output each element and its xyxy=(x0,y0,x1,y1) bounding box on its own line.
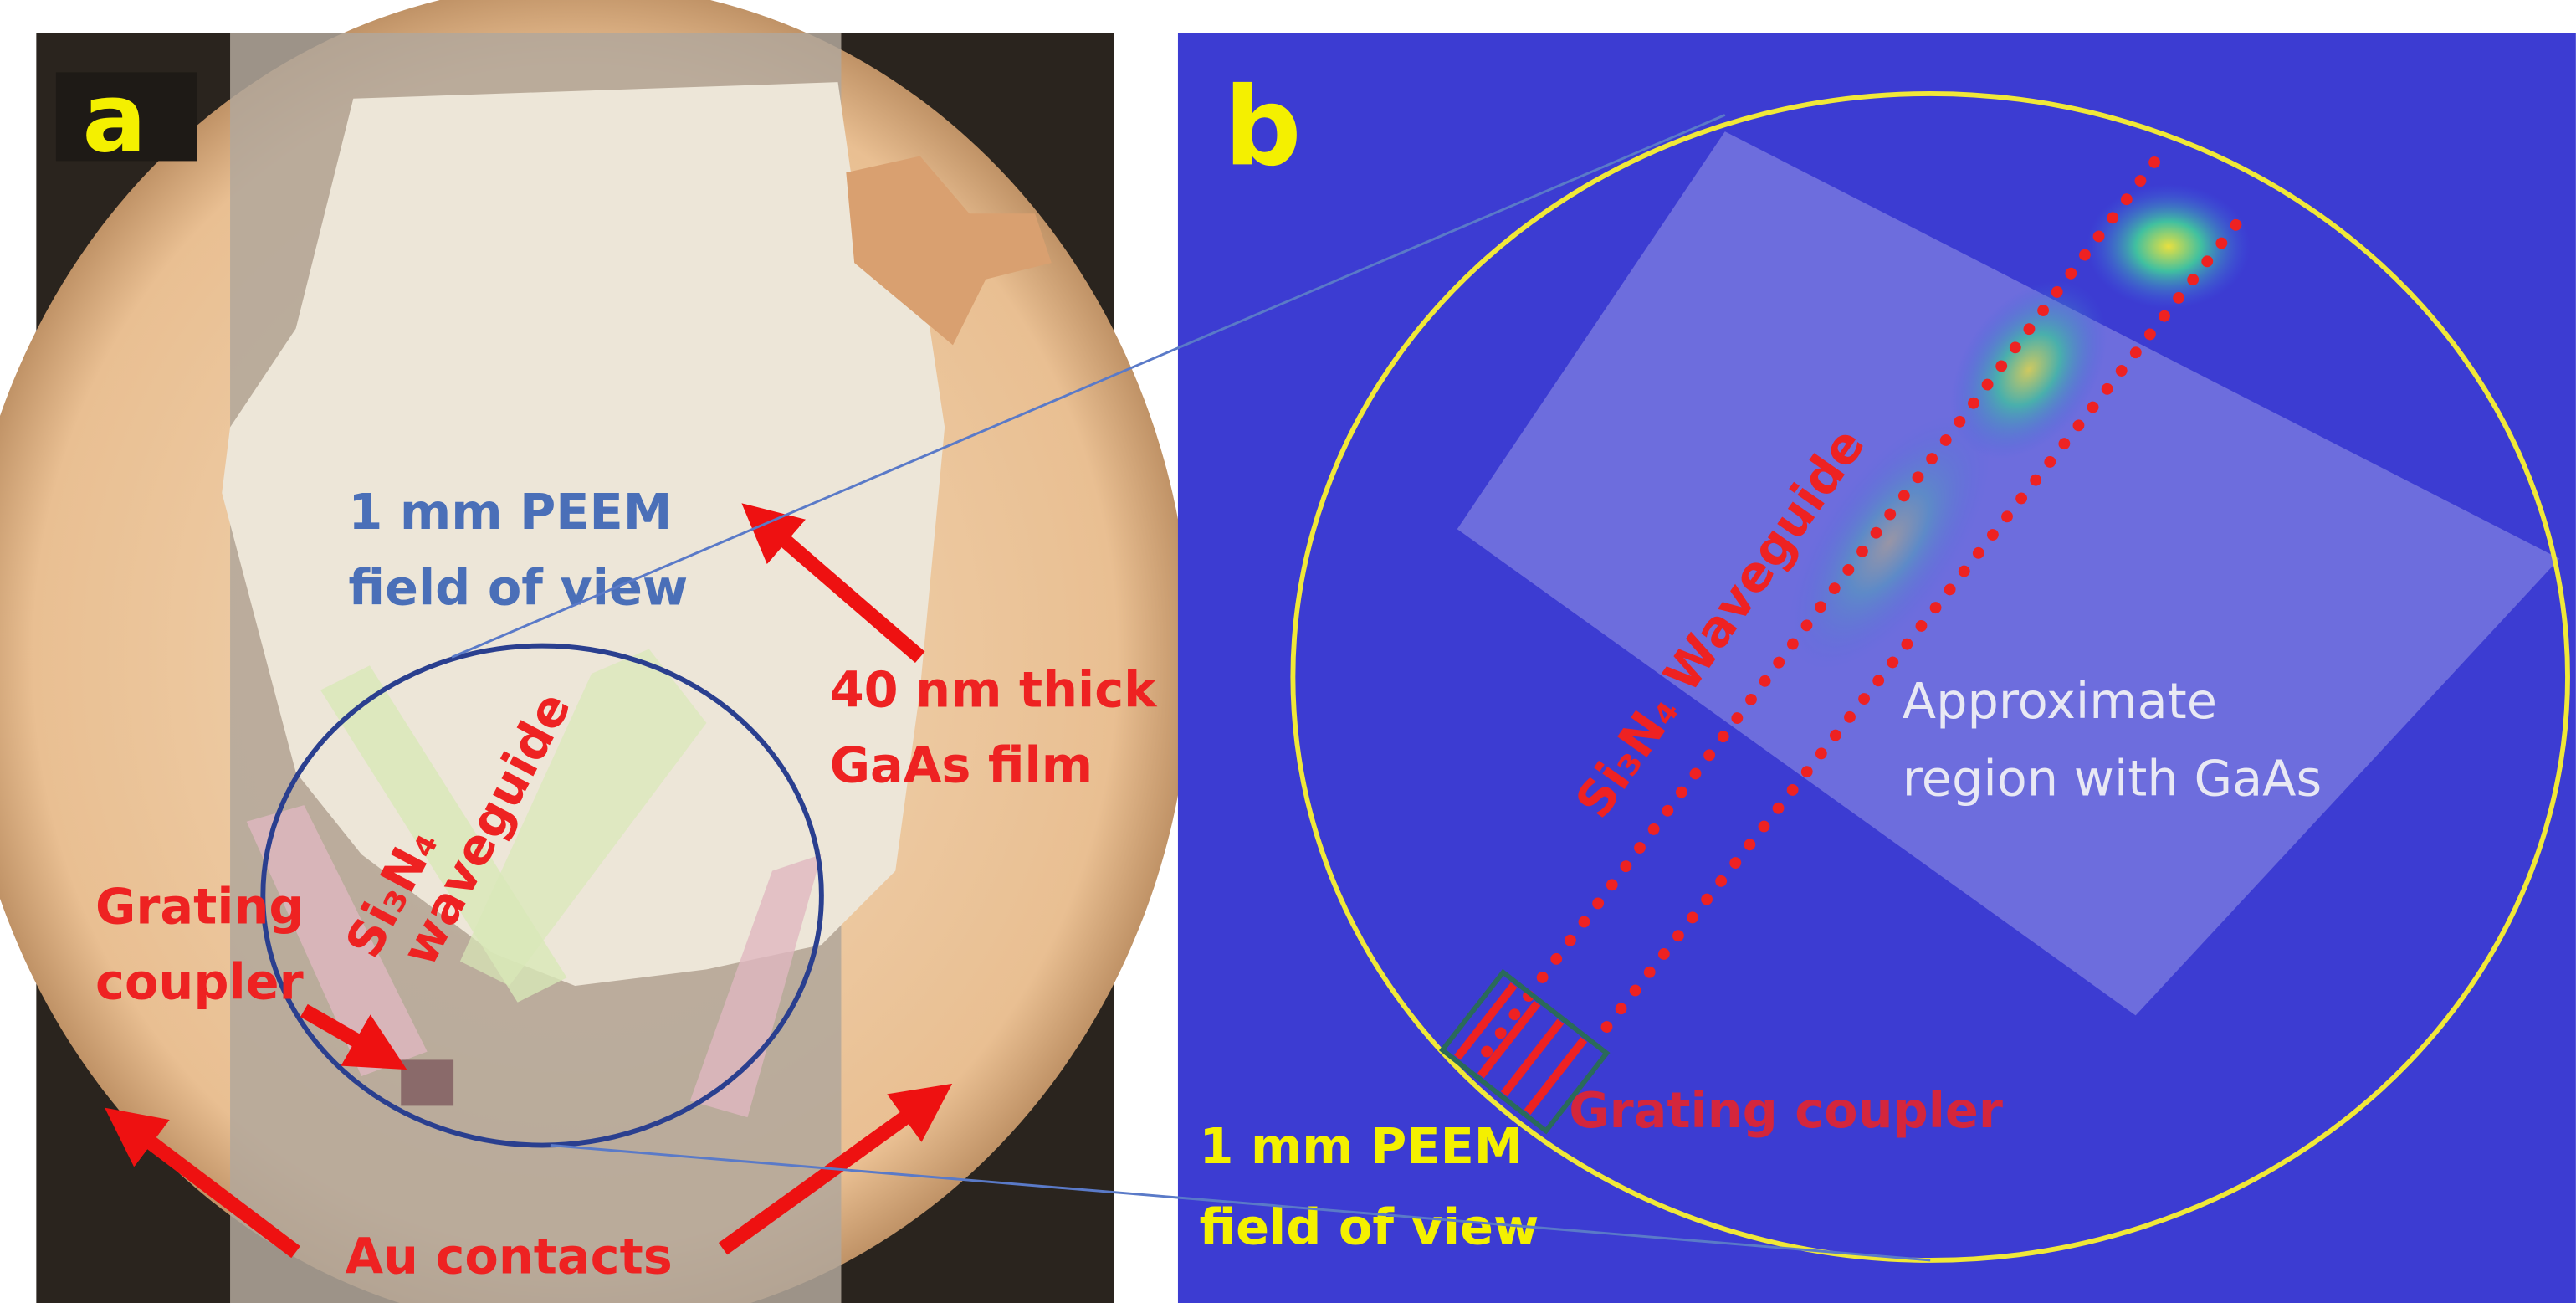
contact-strip xyxy=(246,805,428,1077)
annotation: field of view xyxy=(348,559,688,617)
gaas-region xyxy=(1457,131,2560,1016)
annotation: 1 mm PEEM xyxy=(1199,1117,1523,1175)
panel-a: a 1 mm PEEM field of view 40 nm thick Ga… xyxy=(0,0,1191,1303)
peem-fov-circle xyxy=(260,643,824,1148)
emission-spot xyxy=(2086,183,2251,310)
waveguide-strip xyxy=(459,649,707,987)
connector xyxy=(550,1144,1931,1262)
annotation: 1 mm PEEM xyxy=(348,483,672,541)
annotation: Grating coupler xyxy=(1569,1081,2003,1139)
annotation: Grating xyxy=(95,877,305,935)
annotation: field of view xyxy=(1199,1198,1539,1255)
background xyxy=(1177,33,2576,1303)
arrows xyxy=(105,503,953,1259)
panel-label: a xyxy=(82,63,146,174)
waveguide-edge xyxy=(1481,155,2162,1058)
annotation: region with GaAs xyxy=(1903,749,2322,807)
annotation: coupler xyxy=(95,953,304,1011)
label-box xyxy=(55,72,197,162)
connector xyxy=(451,114,1726,659)
contact-patch xyxy=(846,156,1052,346)
contact-strip xyxy=(689,854,822,1118)
grating-coupler xyxy=(401,1059,454,1106)
panel-b: b Si₃N₄ Waveguide Approximate region wit… xyxy=(1177,33,2576,1303)
grating xyxy=(1438,968,1611,1135)
emission-spot xyxy=(1789,415,1990,669)
annotation: Au contacts xyxy=(345,1228,672,1285)
annotation: 40 nm thick xyxy=(830,660,1158,718)
annotation: GaAs film xyxy=(830,736,1093,794)
panel-label: b xyxy=(1224,64,1302,190)
emission-spot xyxy=(1950,280,2107,459)
annotation: Approximate xyxy=(1903,672,2217,730)
